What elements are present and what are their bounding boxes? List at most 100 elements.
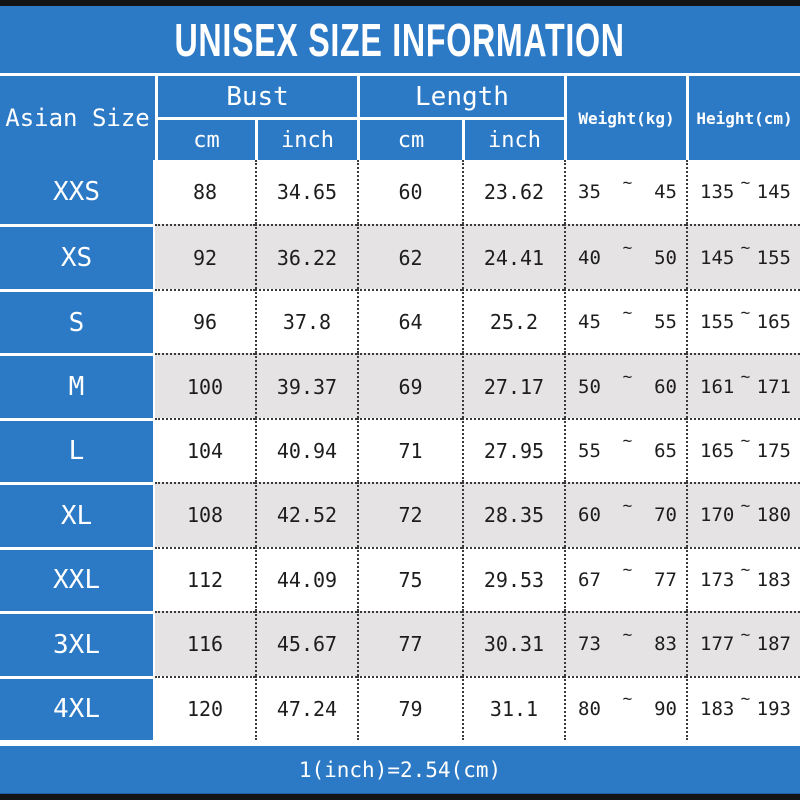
range-tilde-icon: ~ (622, 624, 633, 644)
bust-inch-value: 45.67 (255, 611, 357, 676)
bust-inch-value: 39.37 (255, 353, 357, 418)
size-label: M (0, 353, 155, 418)
bust-cm-value: 116 (155, 611, 255, 676)
bottom-border-strip (0, 794, 800, 800)
weight-max-value: 60 (654, 375, 677, 398)
table-row: XS 92 36.22 62 24.41 40 ~ 50 145 ~ 155 (0, 224, 800, 289)
weight-max-value: 77 (654, 568, 677, 591)
height-range: 165 ~ 175 (686, 417, 800, 483)
table-body: XXS 88 34.65 60 23.62 35 ~ 45 135 ~ 145 … (0, 160, 800, 740)
height-max-value: 180 (756, 504, 791, 527)
length-inch-value: 31.1 (462, 675, 564, 740)
size-label: 4XL (0, 675, 155, 740)
range-tilde-icon: ~ (740, 689, 751, 709)
weight-min-value: 35 (578, 181, 601, 204)
height-max-value: 171 (756, 375, 791, 398)
height-range: 155 ~ 165 (686, 288, 800, 354)
range-tilde-icon: ~ (740, 302, 751, 322)
length-inch-value: 24.41 (462, 224, 564, 289)
length-cm-value: 71 (357, 417, 462, 483)
length-cm-value: 62 (357, 224, 462, 289)
bust-cm-value: 104 (155, 417, 255, 483)
table-row: 4XL 120 47.24 79 31.1 80 ~ 90 183 ~ 193 (0, 675, 800, 740)
weight-max-value: 45 (654, 181, 677, 204)
weight-max-value: 70 (654, 504, 677, 527)
weight-range: 55 ~ 65 (564, 417, 686, 483)
height-max-value: 183 (756, 568, 791, 591)
bust-cm-value: 92 (155, 224, 255, 289)
height-max-value: 155 (756, 246, 791, 269)
column-group-length: Length (357, 76, 564, 120)
height-min-value: 170 (700, 504, 735, 527)
table-row: XXS 88 34.65 60 23.62 35 ~ 45 135 ~ 145 (0, 160, 800, 225)
top-border-strip (0, 0, 800, 6)
height-min-value: 177 (700, 633, 735, 656)
column-header-weight: Weight(kg) (564, 76, 686, 160)
height-max-value: 193 (756, 697, 791, 720)
conversion-note: 1(inch)=2.54(cm) (298, 757, 502, 782)
height-range: 177 ~ 187 (686, 611, 800, 676)
bust-inch-value: 40.94 (255, 417, 357, 483)
weight-range: 67 ~ 77 (564, 546, 686, 612)
length-cm-value: 77 (357, 611, 462, 676)
table-row: XL 108 42.52 72 28.35 60 ~ 70 170 ~ 180 (0, 482, 800, 547)
length-inch-value: 28.35 (462, 482, 564, 547)
bust-cm-value: 120 (155, 675, 255, 740)
weight-max-value: 50 (654, 246, 677, 269)
weight-range: 60 ~ 70 (564, 482, 686, 547)
height-min-value: 183 (700, 697, 735, 720)
length-cm-value: 60 (357, 160, 462, 225)
bust-inch-value: 42.52 (255, 482, 357, 547)
title-band: UNISEX SIZE INFORMATION (0, 6, 800, 73)
length-cm-value: 75 (357, 546, 462, 612)
length-cm-value: 72 (357, 482, 462, 547)
size-label: XS (0, 224, 155, 289)
bust-cm-value: 96 (155, 288, 255, 354)
range-tilde-icon: ~ (740, 172, 751, 192)
bust-inch-value: 44.09 (255, 546, 357, 612)
weight-max-value: 65 (654, 439, 677, 462)
bust-inch-value: 47.24 (255, 675, 357, 740)
bust-cm-value: 108 (155, 482, 255, 547)
length-cm-value: 64 (357, 288, 462, 354)
subheader-bust-inch: inch (255, 120, 357, 160)
weight-range: 35 ~ 45 (564, 160, 686, 225)
range-tilde-icon: ~ (622, 495, 633, 515)
length-inch-value: 25.2 (462, 288, 564, 354)
size-label: S (0, 288, 155, 354)
size-label: XL (0, 482, 155, 547)
height-min-value: 155 (700, 311, 735, 334)
range-tilde-icon: ~ (622, 238, 633, 258)
length-inch-value: 27.17 (462, 353, 564, 418)
range-tilde-icon: ~ (622, 560, 633, 580)
height-min-value: 145 (700, 246, 735, 269)
range-tilde-icon: ~ (740, 367, 751, 387)
bust-inch-value: 37.8 (255, 288, 357, 354)
bust-inch-value: 36.22 (255, 224, 357, 289)
height-range: 145 ~ 155 (686, 224, 800, 289)
length-inch-value: 27.95 (462, 417, 564, 483)
footer-band: 1(inch)=2.54(cm) (0, 746, 800, 794)
table-row: 3XL 116 45.67 77 30.31 73 ~ 83 177 ~ 187 (0, 611, 800, 676)
range-tilde-icon: ~ (740, 624, 751, 644)
length-inch-value: 23.62 (462, 160, 564, 225)
weight-min-value: 73 (578, 633, 601, 656)
height-range: 135 ~ 145 (686, 160, 800, 225)
height-range: 183 ~ 193 (686, 675, 800, 740)
size-label: XXS (0, 160, 155, 225)
subheader-bust-cm: cm (155, 120, 255, 160)
weight-max-value: 55 (654, 311, 677, 334)
weight-range: 40 ~ 50 (564, 224, 686, 289)
height-max-value: 175 (756, 439, 791, 462)
size-label: L (0, 417, 155, 483)
weight-min-value: 80 (578, 697, 601, 720)
table-footer-divider (0, 740, 800, 746)
table-row: XXL 112 44.09 75 29.53 67 ~ 77 173 ~ 183 (0, 546, 800, 612)
range-tilde-icon: ~ (622, 302, 633, 322)
weight-range: 80 ~ 90 (564, 675, 686, 740)
weight-range: 45 ~ 55 (564, 288, 686, 354)
height-max-value: 165 (756, 311, 791, 334)
bust-inch-value: 34.65 (255, 160, 357, 225)
table-row: M 100 39.37 69 27.17 50 ~ 60 161 ~ 171 (0, 353, 800, 418)
